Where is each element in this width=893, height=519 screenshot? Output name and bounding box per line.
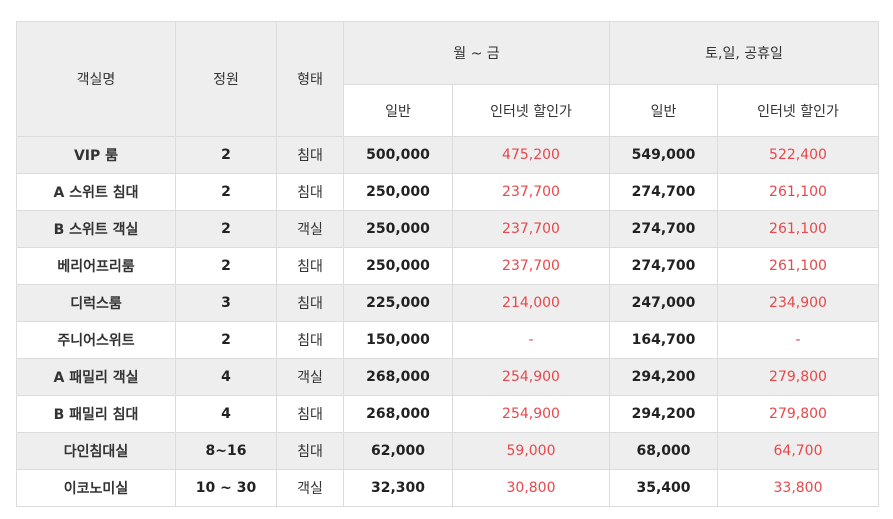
capacity-cell: 2 bbox=[175, 136, 277, 174]
weekend-normal-cell: 35,400 bbox=[609, 469, 718, 507]
room-rate-table: 객실명 정원 형태 월 ~ 금 토,일, 공휴일 일반 인터넷 할인가 일반 인… bbox=[16, 21, 880, 507]
weekday-normal-cell: 250,000 bbox=[343, 247, 453, 285]
weekday-discount-cell: 254,900 bbox=[452, 395, 610, 433]
weekday-normal-cell: 268,000 bbox=[343, 358, 453, 396]
weekday-normal-cell: 225,000 bbox=[343, 284, 453, 322]
type-cell: 침대 bbox=[276, 395, 344, 433]
weekday-discount-cell: 237,700 bbox=[452, 173, 610, 211]
weekday-discount-cell: 59,000 bbox=[452, 432, 610, 470]
weekend-discount-cell: 522,400 bbox=[716, 136, 880, 174]
weekend-normal-cell: 247,000 bbox=[609, 284, 718, 322]
table-row: 다인침대실 8~16 침대 62,000 59,000 68,000 64,70… bbox=[16, 432, 880, 470]
weekend-normal-cell: 294,200 bbox=[609, 395, 718, 433]
type-cell: 침대 bbox=[276, 432, 344, 470]
weekend-discount-cell: 234,900 bbox=[716, 284, 880, 322]
table-row: 이코노미실 10 ~ 30 객실 32,300 30,800 35,400 33… bbox=[16, 469, 880, 507]
room-name-cell: 베리어프리룸 bbox=[16, 247, 176, 285]
weekend-discount-cell: 64,700 bbox=[716, 432, 880, 470]
weekend-normal-cell: 294,200 bbox=[609, 358, 718, 396]
weekend-normal-cell: 274,700 bbox=[609, 247, 718, 285]
type-cell: 객실 bbox=[276, 469, 344, 507]
table-row: VIP 룸 2 침대 500,000 475,200 549,000 522,4… bbox=[16, 136, 880, 174]
weekend-discount-cell: - bbox=[716, 321, 880, 359]
header-row-sub: 일반 인터넷 할인가 일반 인터넷 할인가 bbox=[17, 84, 880, 137]
capacity-cell: 4 bbox=[175, 395, 277, 433]
weekday-discount-cell: 214,000 bbox=[452, 284, 610, 322]
weekend-normal-cell: 164,700 bbox=[609, 321, 718, 359]
header-weekend-discount: 인터넷 할인가 bbox=[716, 84, 880, 137]
weekday-normal-cell: 62,000 bbox=[343, 432, 453, 470]
capacity-cell: 8~16 bbox=[175, 432, 277, 470]
weekday-discount-cell: 237,700 bbox=[452, 210, 610, 248]
capacity-cell: 2 bbox=[175, 210, 277, 248]
header-weekday-normal: 일반 bbox=[343, 84, 453, 137]
room-name-cell: 다인침대실 bbox=[16, 432, 176, 470]
weekday-discount-cell: 237,700 bbox=[452, 247, 610, 285]
header-weekday-group: 월 ~ 금 bbox=[343, 21, 610, 85]
weekday-discount-cell: 254,900 bbox=[452, 358, 610, 396]
room-name-cell: 디럭스룸 bbox=[16, 284, 176, 322]
room-name-cell: 이코노미실 bbox=[16, 469, 176, 507]
table-row: A 패밀리 객실 4 객실 268,000 254,900 294,200 27… bbox=[16, 358, 880, 396]
weekend-discount-cell: 279,800 bbox=[716, 358, 880, 396]
rate-table-container: 객실명 정원 형태 월 ~ 금 토,일, 공휴일 일반 인터넷 할인가 일반 인… bbox=[16, 21, 880, 507]
weekend-normal-cell: 68,000 bbox=[609, 432, 718, 470]
header-type: 형태 bbox=[276, 21, 344, 137]
type-cell: 객실 bbox=[276, 358, 344, 396]
table-row: A 스위트 침대 2 침대 250,000 237,700 274,700 26… bbox=[16, 173, 880, 211]
weekend-normal-cell: 274,700 bbox=[609, 173, 718, 211]
capacity-cell: 10 ~ 30 bbox=[175, 469, 277, 507]
type-cell: 침대 bbox=[276, 321, 344, 359]
header-capacity: 정원 bbox=[175, 21, 277, 137]
weekend-discount-cell: 33,800 bbox=[716, 469, 880, 507]
type-cell: 객실 bbox=[276, 210, 344, 248]
table-row: 디럭스룸 3 침대 225,000 214,000 247,000 234,90… bbox=[16, 284, 880, 322]
header-row-top: 객실명 정원 형태 월 ~ 금 토,일, 공휴일 bbox=[16, 21, 880, 137]
header-weekend-normal: 일반 bbox=[609, 84, 718, 137]
capacity-cell: 3 bbox=[175, 284, 277, 322]
weekend-discount-cell: 261,100 bbox=[716, 247, 880, 285]
weekday-normal-cell: 268,000 bbox=[343, 395, 453, 433]
weekday-normal-cell: 32,300 bbox=[343, 469, 453, 507]
room-name-cell: 주니어스위트 bbox=[16, 321, 176, 359]
table-row: 베리어프리룸 2 침대 250,000 237,700 274,700 261,… bbox=[16, 247, 880, 285]
type-cell: 침대 bbox=[276, 136, 344, 174]
table-row: B 패밀리 침대 4 침대 268,000 254,900 294,200 27… bbox=[16, 395, 880, 433]
weekday-discount-cell: 30,800 bbox=[452, 469, 610, 507]
weekday-discount-cell: - bbox=[452, 321, 610, 359]
capacity-cell: 2 bbox=[175, 247, 277, 285]
header-weekday-discount: 인터넷 할인가 bbox=[452, 84, 610, 137]
header-weekend-group: 토,일, 공휴일 bbox=[608, 21, 880, 85]
weekend-discount-cell: 261,100 bbox=[716, 210, 880, 248]
weekend-discount-cell: 279,800 bbox=[716, 395, 880, 433]
type-cell: 침대 bbox=[276, 247, 344, 285]
weekday-normal-cell: 250,000 bbox=[343, 210, 453, 248]
capacity-cell: 2 bbox=[175, 173, 277, 211]
room-name-cell: VIP 룸 bbox=[16, 136, 176, 174]
table-row: 주니어스위트 2 침대 150,000 - 164,700 - bbox=[16, 321, 880, 359]
type-cell: 침대 bbox=[276, 173, 344, 211]
capacity-cell: 2 bbox=[175, 321, 277, 359]
table-row: B 스위트 객실 2 객실 250,000 237,700 274,700 26… bbox=[16, 210, 880, 248]
weekday-normal-cell: 500,000 bbox=[343, 136, 453, 174]
weekday-normal-cell: 150,000 bbox=[343, 321, 453, 359]
room-name-cell: A 스위트 침대 bbox=[16, 173, 176, 211]
header-room-name: 객실명 bbox=[16, 21, 176, 137]
capacity-cell: 4 bbox=[175, 358, 277, 396]
room-name-cell: B 패밀리 침대 bbox=[16, 395, 176, 433]
weekend-normal-cell: 549,000 bbox=[609, 136, 718, 174]
weekend-normal-cell: 274,700 bbox=[609, 210, 718, 248]
type-cell: 침대 bbox=[276, 284, 344, 322]
weekday-normal-cell: 250,000 bbox=[343, 173, 453, 211]
weekday-discount-cell: 475,200 bbox=[452, 136, 610, 174]
room-name-cell: B 스위트 객실 bbox=[16, 210, 176, 248]
weekend-discount-cell: 261,100 bbox=[716, 173, 880, 211]
room-name-cell: A 패밀리 객실 bbox=[16, 358, 176, 396]
